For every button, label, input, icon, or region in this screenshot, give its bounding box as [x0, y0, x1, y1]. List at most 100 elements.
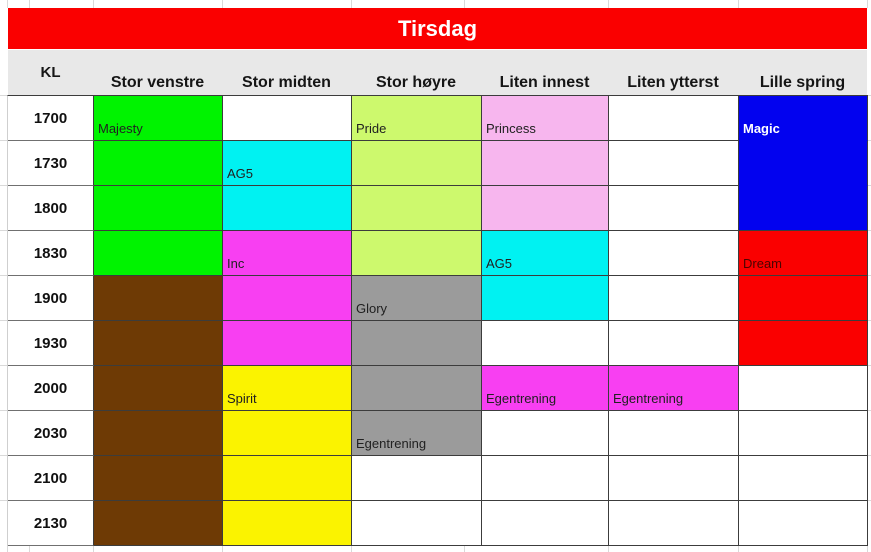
- slot-1800-liten-ytterst[interactable]: [609, 186, 739, 231]
- slot-label: AG5: [486, 256, 513, 272]
- slot-label: AG5: [227, 166, 254, 182]
- slot-1700-liten-ytterst[interactable]: [609, 96, 739, 141]
- slot-1900-stor-venstre[interactable]: [94, 276, 223, 321]
- header-cell-liten-ytterst[interactable]: Liten ytterst: [627, 74, 719, 91]
- gridline: [351, 546, 352, 552]
- slot-1730-stor-midten[interactable]: AG5: [223, 141, 352, 186]
- slot-1830-liten-innest[interactable]: AG5: [482, 231, 609, 276]
- gridline: [868, 230, 871, 231]
- slot-2130-stor-hoyre[interactable]: [352, 501, 482, 546]
- schedule-grid: 1700 Majesty Pride Princess Magic 1730 AG5 1800…: [7, 95, 868, 546]
- slot-2130-lille-spring[interactable]: [739, 501, 868, 546]
- header-row: KL Stor venstre Stor midten Stor høyre L…: [8, 50, 867, 95]
- gridline: [868, 140, 871, 141]
- slot-2130-liten-innest[interactable]: [482, 501, 609, 546]
- slot-2100-liten-innest[interactable]: [482, 456, 609, 501]
- slot-1730-lille-spring[interactable]: [739, 141, 868, 186]
- time-cell-2030[interactable]: 2030: [8, 411, 94, 456]
- slot-label: Princess: [486, 121, 536, 137]
- slot-1830-liten-ytterst[interactable]: [609, 231, 739, 276]
- slot-1930-stor-venstre[interactable]: [94, 321, 223, 366]
- slot-1900-liten-ytterst[interactable]: [609, 276, 739, 321]
- slot-label: Glory: [356, 301, 388, 317]
- time-cell-1700[interactable]: 1700: [8, 96, 94, 141]
- gridline: [0, 185, 7, 186]
- time-cell-1900[interactable]: 1900: [8, 276, 94, 321]
- slot-1700-stor-venstre[interactable]: Majesty: [94, 96, 223, 141]
- slot-1730-stor-hoyre[interactable]: [352, 141, 482, 186]
- slot-2000-stor-venstre[interactable]: [94, 366, 223, 411]
- slot-1930-stor-hoyre[interactable]: [352, 321, 482, 366]
- slot-1700-stor-hoyre[interactable]: Pride: [352, 96, 482, 141]
- gridline: [29, 0, 30, 8]
- slot-2000-lille-spring[interactable]: [739, 366, 868, 411]
- slot-1700-stor-midten[interactable]: [223, 96, 352, 141]
- header-cell-lille-spring[interactable]: Lille spring: [759, 74, 846, 91]
- slot-1930-liten-innest[interactable]: [482, 321, 609, 366]
- time-cell-1830[interactable]: 1830: [8, 231, 94, 276]
- gridline: [7, 0, 8, 8]
- slot-1730-stor-venstre[interactable]: [94, 141, 223, 186]
- slot-label: Magic: [743, 121, 780, 137]
- header-cell-liten-innest[interactable]: Liten innest: [499, 74, 590, 91]
- time-cell-1930[interactable]: 1930: [8, 321, 94, 366]
- slot-2100-liten-ytterst[interactable]: [609, 456, 739, 501]
- slot-1700-lille-spring[interactable]: Magic: [739, 96, 868, 141]
- slot-2030-liten-ytterst[interactable]: [609, 411, 739, 456]
- time-cell-2100[interactable]: 2100: [8, 456, 94, 501]
- gridline: [351, 0, 352, 8]
- gridline: [868, 185, 871, 186]
- slot-1730-liten-ytterst[interactable]: [609, 141, 739, 186]
- slot-1700-liten-innest[interactable]: Princess: [482, 96, 609, 141]
- slot-1800-liten-innest[interactable]: [482, 186, 609, 231]
- slot-1930-lille-spring[interactable]: [739, 321, 868, 366]
- slot-2130-stor-midten[interactable]: [223, 501, 352, 546]
- slot-2030-liten-innest[interactable]: [482, 411, 609, 456]
- time-cell-1730[interactable]: 1730: [8, 141, 94, 186]
- slot-2100-stor-venstre[interactable]: [94, 456, 223, 501]
- slot-2030-stor-midten[interactable]: [223, 411, 352, 456]
- gridline: [868, 365, 871, 366]
- time-cell-2000[interactable]: 2000: [8, 366, 94, 411]
- slot-2030-lille-spring[interactable]: [739, 411, 868, 456]
- slot-1900-stor-midten[interactable]: [223, 276, 352, 321]
- slot-1900-lille-spring[interactable]: [739, 276, 868, 321]
- slot-1830-lille-spring[interactable]: Dream: [739, 231, 868, 276]
- header-cell-stor-venstre[interactable]: Stor venstre: [110, 74, 205, 91]
- header-cell-stor-midten[interactable]: Stor midten: [242, 74, 331, 91]
- slot-2100-lille-spring[interactable]: [739, 456, 868, 501]
- gridline: [868, 320, 871, 321]
- header-cell-stor-hoyre[interactable]: Stor høyre: [375, 74, 456, 91]
- slot-1800-stor-hoyre[interactable]: [352, 186, 482, 231]
- slot-2100-stor-hoyre[interactable]: [352, 456, 482, 501]
- slot-2130-liten-ytterst[interactable]: [609, 501, 739, 546]
- slot-1800-stor-venstre[interactable]: [94, 186, 223, 231]
- gridline: [464, 0, 465, 8]
- day-banner-cell[interactable]: Tirsdag: [8, 8, 867, 49]
- slot-1830-stor-midten[interactable]: Inc: [223, 231, 352, 276]
- slot-1930-liten-ytterst[interactable]: [609, 321, 739, 366]
- slot-1800-stor-midten[interactable]: [223, 186, 352, 231]
- slot-2030-stor-hoyre[interactable]: Egentrening: [352, 411, 482, 456]
- time-cell-2130[interactable]: 2130: [8, 501, 94, 546]
- slot-1830-stor-venstre[interactable]: [94, 231, 223, 276]
- slot-1830-stor-hoyre[interactable]: [352, 231, 482, 276]
- slot-1800-lille-spring[interactable]: [739, 186, 868, 231]
- time-cell-1800[interactable]: 1800: [8, 186, 94, 231]
- header-cell-kl[interactable]: KL: [40, 64, 61, 81]
- slot-2030-stor-venstre[interactable]: [94, 411, 223, 456]
- slot-2130-stor-venstre[interactable]: [94, 501, 223, 546]
- slot-2100-stor-midten[interactable]: [223, 456, 352, 501]
- slot-2000-liten-ytterst[interactable]: Egentrening: [609, 366, 739, 411]
- slot-2000-stor-midten[interactable]: Spirit: [223, 366, 352, 411]
- gridline: [0, 365, 7, 366]
- gridline: [738, 0, 739, 8]
- slot-1900-liten-innest[interactable]: [482, 276, 609, 321]
- slot-2000-liten-innest[interactable]: Egentrening: [482, 366, 609, 411]
- slot-1900-stor-hoyre[interactable]: Glory: [352, 276, 482, 321]
- gridline: [0, 275, 7, 276]
- slot-1730-liten-innest[interactable]: [482, 141, 609, 186]
- slot-2000-stor-hoyre[interactable]: [352, 366, 482, 411]
- slot-1930-stor-midten[interactable]: [223, 321, 352, 366]
